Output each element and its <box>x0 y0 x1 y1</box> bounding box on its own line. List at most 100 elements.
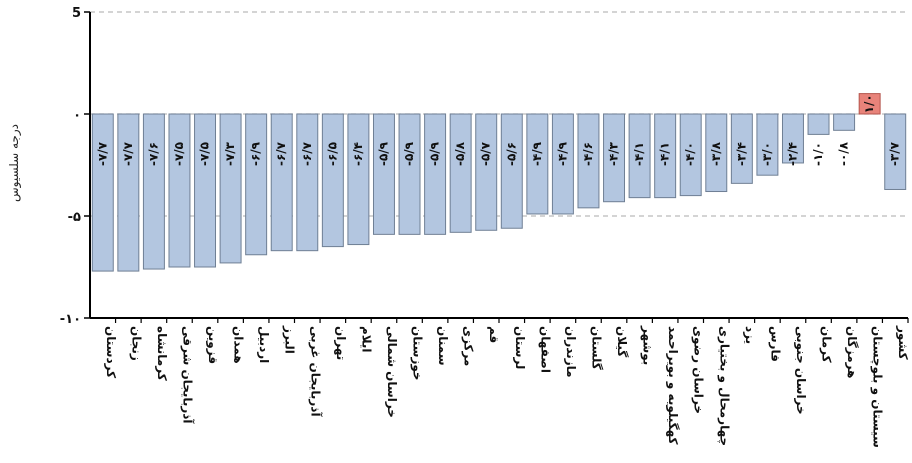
y-tick-label: 5 <box>72 6 81 21</box>
x-tick-label: آذربایجان غربی <box>308 326 323 417</box>
bar <box>526 113 549 215</box>
data-label: -۳/۰ <box>760 142 774 166</box>
data-label: -۶/۷ <box>274 141 288 166</box>
bar <box>628 113 651 199</box>
x-tick-label: سمنان <box>436 326 450 366</box>
bar <box>577 113 600 209</box>
bar <box>603 113 626 203</box>
data-label: -۰/۸ <box>837 141 851 166</box>
data-label: -۴/۹ <box>555 141 569 166</box>
bar <box>142 113 165 270</box>
bar <box>372 113 395 235</box>
data-label: ۱/۰ <box>862 94 876 113</box>
data-label: -۷/۳ <box>223 141 237 166</box>
x-tick-label: تهران <box>334 326 348 360</box>
data-label: -۳/۴ <box>734 142 748 166</box>
x-tick-label: فارس <box>768 326 782 362</box>
bar <box>168 113 191 268</box>
x-tick-label: بوشهر <box>640 325 655 365</box>
y-tick-label: ۰ <box>73 108 81 123</box>
data-label: -۴/۱ <box>658 142 672 166</box>
data-label: -۴/۱ <box>632 142 646 166</box>
data-label: -۷/۵ <box>172 142 186 166</box>
x-tick-label: قم <box>487 326 501 343</box>
x-tick-label: چهارمحال و بختیاری <box>716 326 731 446</box>
data-label: -۵/۸ <box>453 141 467 166</box>
data-label: -۶/۹ <box>249 141 263 166</box>
bar <box>91 113 114 272</box>
x-tick-labels: کردستان زنجان کرمانشاه آذربایجان شرقی قزوین ه… <box>104 325 910 448</box>
data-label: -۴/۳ <box>607 141 621 166</box>
data-label: -۷/۶ <box>146 142 160 166</box>
x-tick-label: کردستان <box>104 326 118 378</box>
x-tick-label: زنجان <box>129 326 143 361</box>
bar <box>296 113 319 252</box>
bar <box>807 113 830 135</box>
data-label: -۳/۷ <box>888 141 902 166</box>
x-tick-label: ایلام <box>358 326 373 353</box>
data-label: -۶/۷ <box>300 141 314 166</box>
data-label: -۳/۸ <box>709 141 723 166</box>
x-tick-label: یزد <box>743 326 757 344</box>
data-label: -۴/۶ <box>581 142 595 166</box>
bar <box>884 113 907 190</box>
data-label: -۵/۹ <box>428 141 442 166</box>
data-label: -۶/۵ <box>325 142 339 166</box>
x-tick-label: گلستان <box>589 326 603 370</box>
data-label: -۵/۹ <box>402 141 416 166</box>
bar <box>117 113 140 272</box>
bar <box>245 113 268 256</box>
data-label: -۱/۰ <box>811 142 825 166</box>
data-label: -۴/۹ <box>530 141 544 166</box>
data-label: -۵/۹ <box>376 141 390 166</box>
data-labels: -۷/۷ -۷/۷ -۷/۶ -۷/۵ -۷/۵ -۷/۳ -۶/۹ -۶/۷ -۶/۷ -۶/۵… <box>95 94 901 166</box>
data-label: -۷/۷ <box>95 141 109 166</box>
y-tick-label: -۱۰ <box>60 312 81 327</box>
bar <box>654 113 677 199</box>
bar <box>424 113 447 235</box>
data-label: -۲/۴ <box>785 142 799 166</box>
x-tick-label: کهگیلویه و بویراحمد <box>665 326 680 445</box>
x-tick-label: آذربایجان شرقی <box>180 326 195 424</box>
x-tick-label: خراسان رضوی <box>691 326 706 414</box>
bar <box>449 113 472 233</box>
x-tick-label: همدان <box>232 326 246 364</box>
data-label: -۵/۶ <box>504 142 518 166</box>
x-tick-label: لرستان <box>513 326 527 369</box>
bar <box>679 113 702 197</box>
x-tick-label: البرز <box>283 325 297 354</box>
data-label: -۶/۴ <box>351 142 365 166</box>
bar <box>858 93 881 115</box>
bar <box>500 113 523 229</box>
bar <box>756 113 779 176</box>
bar <box>194 113 217 268</box>
bar <box>219 113 242 264</box>
x-tick-label: مرکزی <box>462 326 476 366</box>
bar <box>347 113 370 246</box>
x-tick-label: قزوین <box>205 326 220 364</box>
x-tick-label: خوزستان <box>410 326 425 381</box>
data-label: -۴/۰ <box>683 142 697 166</box>
y-tick-label: -۵ <box>68 210 81 225</box>
bar <box>270 113 293 252</box>
x-tick-label: کرمانشاه <box>155 326 169 381</box>
bar <box>321 113 344 248</box>
x-tick-label: اصفهان <box>538 326 552 373</box>
bar <box>551 113 574 215</box>
bar <box>781 113 804 164</box>
bar <box>475 113 498 231</box>
x-tick-label: خراسان جنوبی <box>793 326 808 415</box>
y-axis-label: درجه سلسیوس <box>7 124 22 202</box>
x-tick-label: اردبیل <box>257 326 271 363</box>
axes <box>84 11 909 323</box>
bars <box>91 93 907 272</box>
x-tick-label: خراسان شمالی <box>385 326 399 418</box>
x-tick-label: سیستان و بلوچستان <box>870 326 885 448</box>
x-tick-label: گیلان <box>615 326 629 357</box>
bar <box>705 113 728 193</box>
bar <box>730 113 753 184</box>
x-tick-label: مازندران <box>564 326 578 378</box>
data-label: -۷/۵ <box>198 142 212 166</box>
data-label: -۵/۷ <box>479 141 493 166</box>
